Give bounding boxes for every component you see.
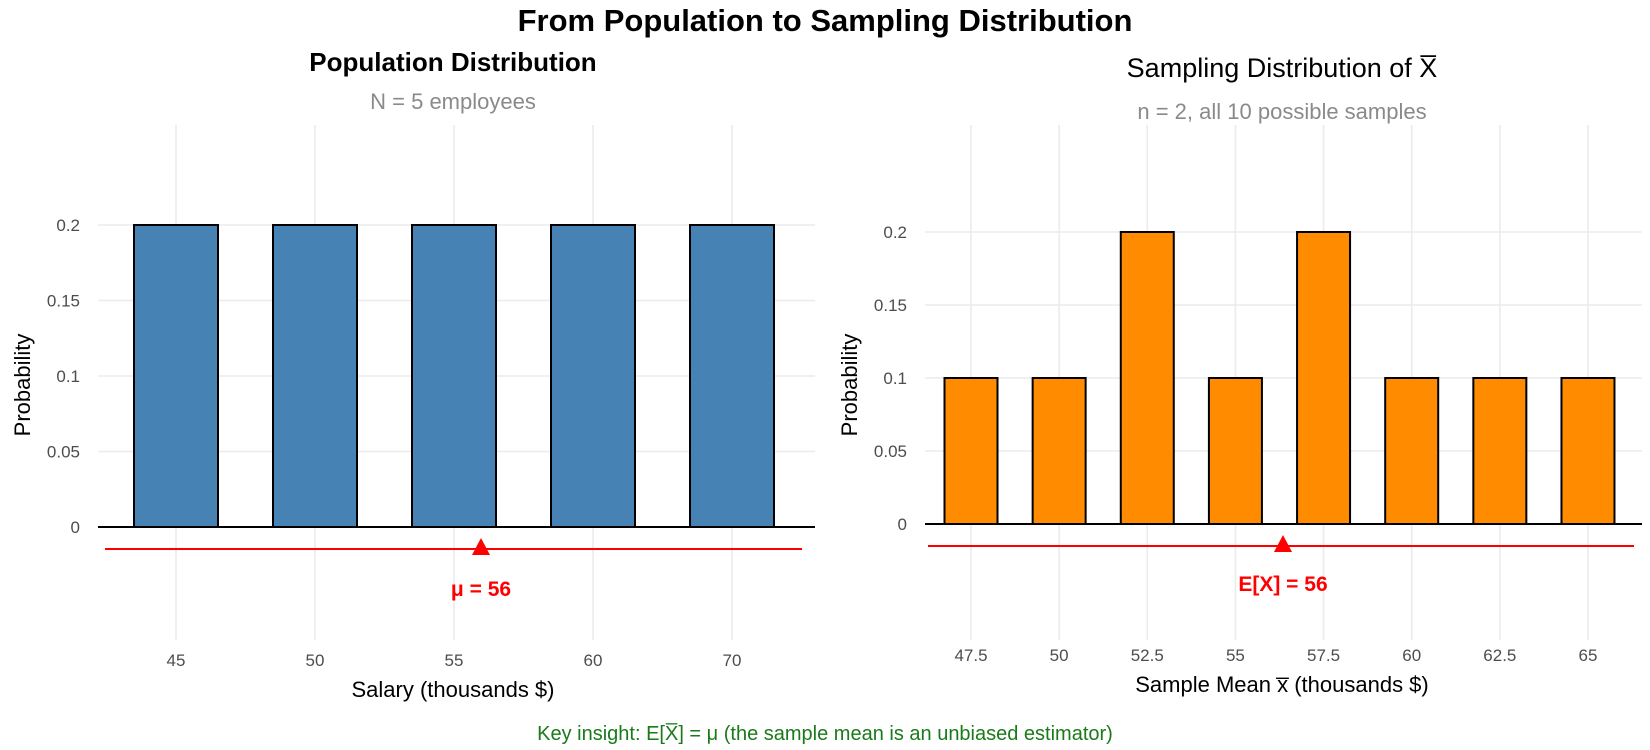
- sampling-y-axis-label: Probability: [837, 334, 862, 437]
- population-subtitle: N = 5 employees: [370, 89, 536, 114]
- sampling-bars: [943, 231, 1616, 525]
- sampling-bar: [1384, 377, 1440, 525]
- sampling-bar: [1296, 231, 1352, 525]
- population-y-ticks: 0 0.05 0.1 0.15 0.2: [47, 216, 80, 537]
- sampling-x-ticks: 47.5 50 52.5 55 57.5 60 62.5 65: [954, 646, 1597, 665]
- population-y-tick: 0.2: [56, 216, 80, 235]
- population-mean-marker: [105, 538, 802, 555]
- sampling-mean-label: E[X] = 56: [1238, 573, 1327, 596]
- population-x-ticks: 45 50 55 60 70: [167, 651, 742, 670]
- key-insight-footer: Key insight: E[X̅] = μ (the sample mean …: [537, 722, 1113, 745]
- population-y-tick: 0.05: [47, 443, 80, 462]
- sampling-y-tick: 0.1: [883, 369, 907, 388]
- population-panel: Population Distribution N = 5 employees …: [10, 47, 815, 702]
- sampling-x-tick: 50: [1050, 646, 1069, 665]
- sampling-panel: Sampling Distribution of X̅ n = 2, all 1…: [837, 53, 1642, 697]
- population-y-tick: 0: [71, 518, 80, 537]
- sampling-x-tick: 47.5: [954, 646, 987, 665]
- sampling-bar: [1119, 231, 1175, 525]
- sampling-x-axis-label: Sample Mean x̅ (thousands $): [1135, 672, 1429, 697]
- sampling-x-tick: 52.5: [1131, 646, 1164, 665]
- population-bar: [550, 224, 636, 528]
- sampling-y-tick: 0.05: [874, 442, 907, 461]
- sampling-mean-triangle: [1274, 535, 1292, 552]
- sampling-subtitle: n = 2, all 10 possible samples: [1137, 99, 1426, 124]
- population-title: Population Distribution: [309, 47, 596, 77]
- sampling-x-tick: 60: [1402, 646, 1421, 665]
- sampling-y-tick: 0.15: [874, 296, 907, 315]
- population-bar: [272, 224, 358, 528]
- sampling-bar: [1207, 377, 1263, 525]
- population-x-tick: 60: [584, 651, 603, 670]
- sampling-bar: [1472, 377, 1528, 525]
- population-x-tick: 45: [167, 651, 186, 670]
- sampling-y-tick: 0.2: [883, 223, 907, 242]
- sampling-bar: [1031, 377, 1087, 525]
- sampling-y-tick: 0: [898, 515, 907, 534]
- sampling-mean-marker: [928, 535, 1634, 552]
- sampling-bar: [1560, 377, 1616, 525]
- population-bar: [689, 224, 775, 528]
- population-mean-label: μ = 56: [451, 578, 511, 601]
- population-x-tick: 55: [445, 651, 464, 670]
- sampling-title: Sampling Distribution of X̅: [1127, 53, 1438, 83]
- sampling-y-ticks: 0 0.05 0.1 0.15 0.2: [874, 223, 907, 534]
- sampling-x-tick: 62.5: [1483, 646, 1516, 665]
- figure-title: From Population to Sampling Distribution: [518, 3, 1133, 38]
- sampling-x-tick: 65: [1579, 646, 1598, 665]
- population-x-axis-label: Salary (thousands $): [352, 677, 555, 702]
- population-y-axis-label: Probability: [10, 334, 35, 437]
- population-x-tick: 50: [306, 651, 325, 670]
- population-y-tick: 0.1: [56, 367, 80, 386]
- population-bar: [133, 224, 219, 528]
- sampling-bar: [943, 377, 999, 525]
- population-y-tick: 0.15: [47, 292, 80, 311]
- population-x-tick: 70: [723, 651, 742, 670]
- population-bars: [133, 224, 775, 528]
- population-bar: [411, 224, 497, 528]
- sampling-x-tick: 55: [1226, 646, 1245, 665]
- population-mean-triangle: [472, 538, 490, 555]
- sampling-x-tick: 57.5: [1307, 646, 1340, 665]
